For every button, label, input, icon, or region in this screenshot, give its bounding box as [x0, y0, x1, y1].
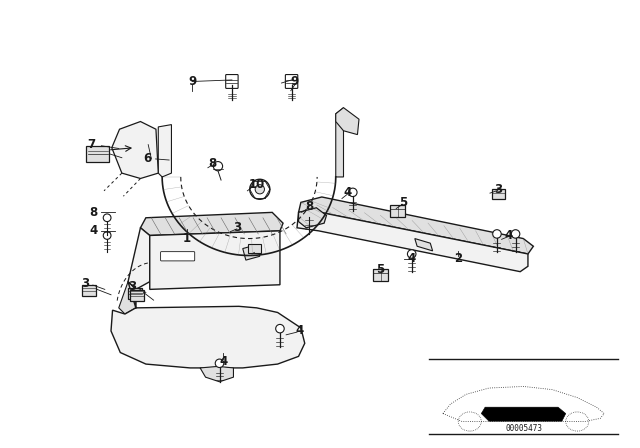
FancyBboxPatch shape [373, 269, 388, 281]
Polygon shape [150, 231, 280, 289]
Text: 3: 3 [495, 183, 503, 196]
FancyBboxPatch shape [390, 205, 406, 217]
FancyBboxPatch shape [248, 244, 260, 253]
Text: 9: 9 [291, 75, 299, 88]
Text: 1: 1 [183, 232, 191, 245]
Text: 4: 4 [407, 252, 415, 265]
Polygon shape [119, 282, 136, 314]
Circle shape [493, 230, 501, 238]
Circle shape [566, 412, 589, 431]
FancyBboxPatch shape [492, 189, 505, 198]
Circle shape [103, 214, 111, 222]
Polygon shape [111, 282, 305, 368]
Polygon shape [336, 108, 344, 177]
Circle shape [408, 250, 416, 258]
Text: 4: 4 [505, 229, 513, 242]
Polygon shape [128, 228, 150, 289]
Polygon shape [336, 108, 359, 134]
Text: 8: 8 [305, 200, 313, 213]
Polygon shape [415, 238, 433, 251]
FancyBboxPatch shape [131, 290, 145, 301]
Polygon shape [243, 245, 260, 260]
Text: 10: 10 [249, 178, 265, 191]
Text: 4: 4 [90, 224, 97, 237]
Polygon shape [140, 212, 283, 236]
Text: 8: 8 [208, 157, 216, 170]
Circle shape [103, 232, 111, 239]
FancyBboxPatch shape [128, 288, 142, 299]
FancyBboxPatch shape [285, 74, 298, 88]
Polygon shape [158, 125, 172, 177]
Circle shape [511, 230, 520, 238]
Polygon shape [112, 121, 158, 178]
Text: 7: 7 [88, 138, 96, 151]
FancyBboxPatch shape [86, 146, 109, 162]
FancyBboxPatch shape [161, 252, 195, 261]
FancyBboxPatch shape [81, 285, 95, 296]
Text: 4: 4 [296, 324, 304, 337]
Text: 4: 4 [344, 186, 352, 199]
Text: 5: 5 [399, 196, 408, 209]
Polygon shape [297, 212, 528, 271]
Text: 00005473: 00005473 [505, 424, 542, 433]
Polygon shape [298, 208, 326, 228]
Text: 9: 9 [188, 75, 196, 88]
Polygon shape [200, 366, 234, 382]
Circle shape [215, 359, 224, 367]
Circle shape [349, 188, 357, 197]
Text: 6: 6 [143, 152, 152, 165]
Polygon shape [481, 407, 566, 421]
Polygon shape [298, 197, 533, 254]
Circle shape [458, 412, 481, 431]
FancyBboxPatch shape [226, 74, 238, 88]
Text: 8: 8 [90, 206, 97, 219]
Circle shape [304, 208, 313, 217]
Text: 2: 2 [454, 252, 462, 265]
Text: 5: 5 [376, 263, 384, 276]
Text: 3: 3 [234, 221, 241, 234]
Text: 4: 4 [220, 355, 227, 368]
Circle shape [255, 185, 264, 194]
Circle shape [213, 162, 223, 171]
Text: 3: 3 [81, 277, 90, 290]
Circle shape [276, 324, 284, 333]
Text: 3: 3 [128, 280, 136, 293]
Circle shape [250, 179, 270, 199]
